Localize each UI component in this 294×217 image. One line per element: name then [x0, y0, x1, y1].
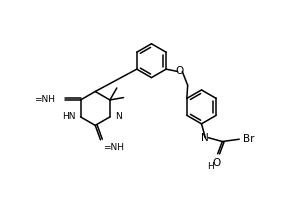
Text: N: N: [115, 112, 122, 121]
Text: =NH: =NH: [103, 143, 124, 152]
Text: HN: HN: [62, 112, 75, 121]
Text: N: N: [201, 133, 209, 143]
Text: =NH: =NH: [34, 95, 55, 104]
Text: Br: Br: [243, 134, 255, 144]
Text: O: O: [176, 66, 184, 76]
Text: H: H: [207, 162, 214, 171]
Text: O: O: [212, 158, 220, 168]
